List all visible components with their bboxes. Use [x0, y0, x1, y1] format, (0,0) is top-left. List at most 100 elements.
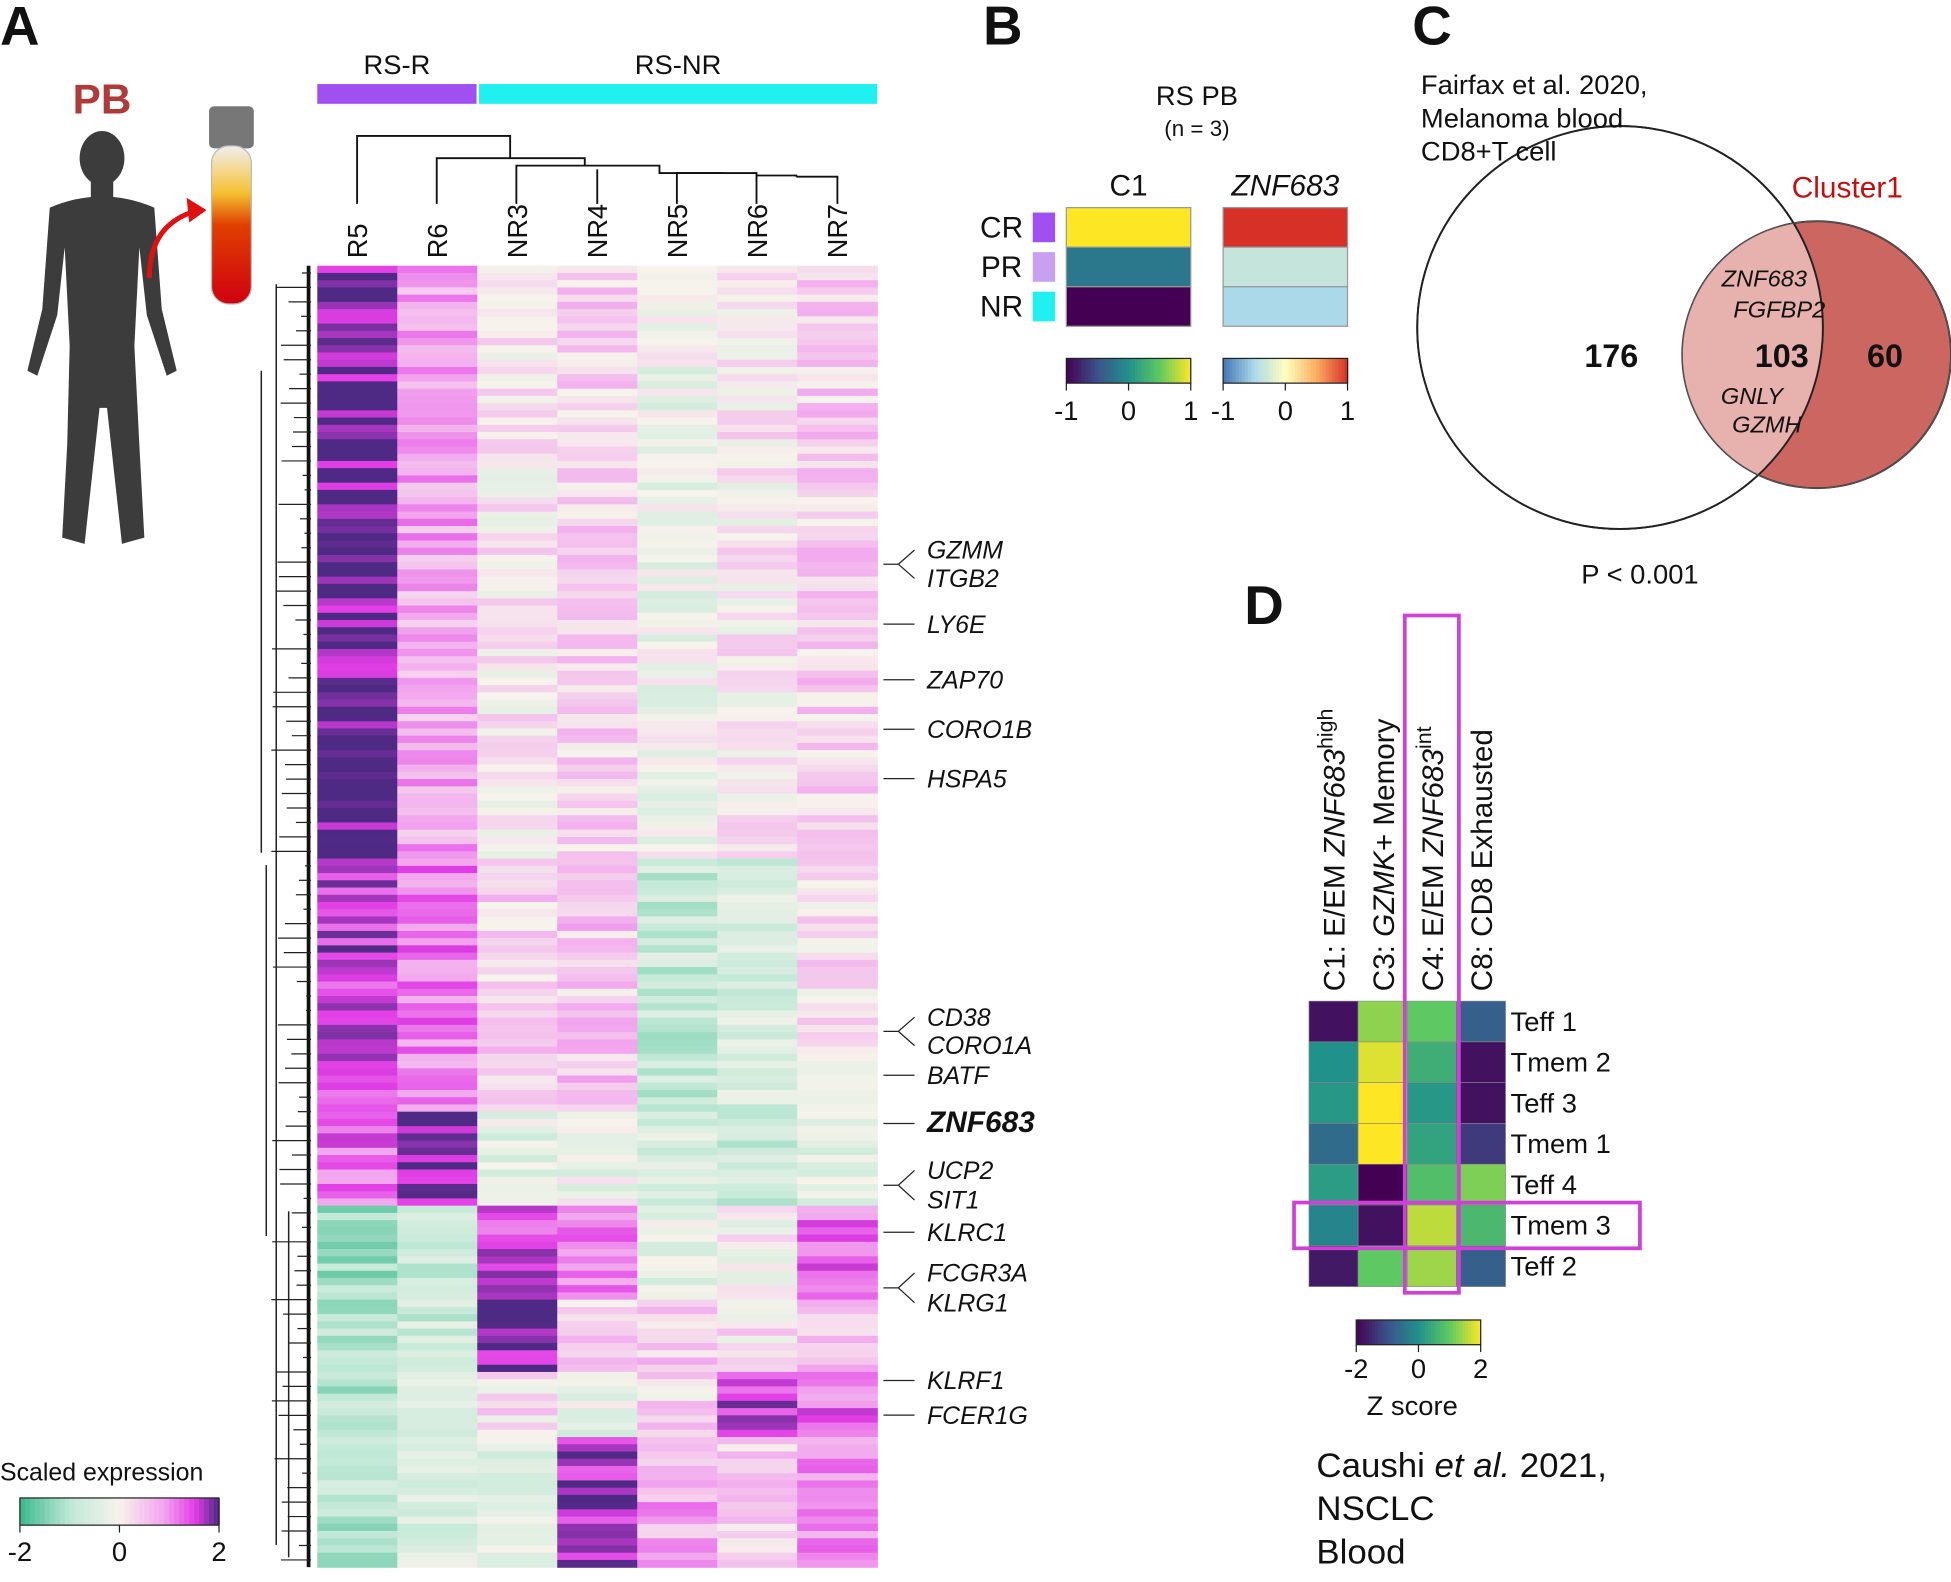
- heatmap-cell: [397, 554, 478, 563]
- heatmap-cell: [557, 366, 638, 375]
- colorbar-cell: [1269, 358, 1274, 384]
- heatmap-cell: [557, 699, 638, 708]
- heatmap-cell: [797, 771, 878, 780]
- heatmap-cell: [557, 1321, 638, 1330]
- heatmap-cell: [397, 1147, 478, 1156]
- heatmap-cell: [557, 800, 638, 809]
- heatmap-cell: [797, 923, 878, 932]
- heatmap-cell: [397, 685, 478, 693]
- heatmap-cell: [797, 1133, 878, 1142]
- heatmap-cell: [477, 453, 558, 462]
- heatmap-cell: [397, 1227, 478, 1236]
- colorbar-cell: [1266, 358, 1271, 384]
- heatmap-cell: [797, 1494, 878, 1503]
- heatmap-cell: [637, 468, 718, 477]
- colorbar-cell: [179, 1497, 185, 1526]
- heatmap-cell: [477, 793, 558, 802]
- heatmap-cell: [397, 1437, 478, 1445]
- heatmap-cell: [317, 388, 398, 397]
- heatmap-cell: [397, 583, 478, 592]
- heatmap-cell: [397, 424, 478, 433]
- heatmap-cell: [1456, 1041, 1506, 1083]
- heatmap-cell: [797, 1024, 878, 1033]
- gene-label: GNLY: [1721, 383, 1785, 409]
- heatmap-cell: [717, 1487, 798, 1496]
- heatmap-cell: [637, 1379, 718, 1388]
- colorbar-cell: [124, 1497, 131, 1526]
- colorbar-cell: [1232, 358, 1237, 384]
- heatmap-cell: [317, 1039, 398, 1048]
- heatmap-cell: [797, 504, 878, 513]
- heatmap-cell: [717, 1545, 798, 1554]
- heatmap-cell: [637, 1364, 718, 1373]
- heatmap-cell: [317, 692, 398, 701]
- heatmap-cell: [637, 576, 718, 585]
- heatmap-cell: [637, 1386, 718, 1395]
- heatmap-cell: [557, 605, 638, 614]
- colorbar-cell: [1181, 358, 1186, 384]
- colorbar-cell: [1175, 358, 1180, 384]
- heatmap-cell: [797, 446, 878, 455]
- heatmap-cell: [397, 1357, 478, 1366]
- heatmap-cell: [557, 1046, 638, 1055]
- heatmap-cell: [477, 576, 558, 585]
- row-label: Teff 1: [1511, 1006, 1577, 1037]
- heatmap-cell: [557, 432, 638, 440]
- heatmap-cell: [317, 1379, 398, 1388]
- heatmap-cell: [397, 793, 478, 802]
- row-color: [1032, 252, 1056, 282]
- heatmap-cell: [797, 692, 878, 701]
- heatmap-cell: [317, 995, 398, 1004]
- heatmap-cell: [637, 1328, 718, 1337]
- colorbar-cell: [1471, 1319, 1476, 1345]
- heatmap-cell: [717, 793, 798, 802]
- colorbar-cell: [1066, 358, 1071, 384]
- heatmap-cell: [557, 1538, 638, 1547]
- heatmap-cell: [397, 1053, 478, 1062]
- heatmap-cell: [317, 930, 398, 939]
- sample-label: R5: [342, 224, 373, 259]
- heatmap-cell: [557, 923, 638, 932]
- colorbar-cell: [99, 1497, 106, 1526]
- venn: [1416, 125, 1951, 530]
- heatmap-cell: [397, 1292, 478, 1301]
- heatmap-cell: [397, 1321, 478, 1330]
- heatmap-cell: [317, 1277, 398, 1286]
- heatmap-cell: [717, 1220, 798, 1228]
- heatmap-cell: [477, 764, 558, 773]
- heatmap-cell: [717, 1386, 798, 1395]
- heatmap-cell: [797, 742, 878, 751]
- heatmap-cell: [637, 1270, 718, 1279]
- heatmap-cell: [477, 1552, 558, 1561]
- heatmap-cell: [797, 359, 878, 368]
- heatmap-cell: [397, 526, 478, 534]
- heatmap-cell: [557, 1140, 638, 1149]
- heatmap-cell: [637, 1017, 718, 1026]
- heatmap-cell: [397, 460, 478, 469]
- heatmap-cell: [797, 894, 878, 903]
- sample-label: NR7: [822, 204, 853, 258]
- heatmap-cell: [717, 851, 798, 860]
- heatmap-cell: [477, 1082, 558, 1091]
- heatmap-cell: [797, 1545, 878, 1554]
- heatmap-cell: [317, 338, 398, 346]
- heatmap-cell: [477, 540, 558, 549]
- heatmap-cell: [797, 1473, 878, 1482]
- heatmap-cell: [637, 656, 718, 665]
- heatmap-cell: [717, 280, 798, 289]
- heatmap-cell: [397, 540, 478, 549]
- heatmap-cell: [477, 800, 558, 809]
- heatmap-cell: [797, 1089, 878, 1098]
- heatmap-cell: [637, 294, 718, 303]
- heatmap-cell: [557, 930, 638, 939]
- sample-label: NR5: [662, 204, 693, 258]
- heatmap-cell: [637, 1191, 718, 1200]
- colorbar-cell: [1081, 358, 1086, 384]
- heatmap-cell: [637, 1502, 718, 1510]
- heatmap-cell: [477, 735, 558, 744]
- heatmap-cell: [477, 1458, 558, 1467]
- heatmap-cell: [317, 1306, 398, 1315]
- heatmap-cell: [397, 1024, 478, 1033]
- colorbar-cell: [1131, 358, 1136, 384]
- heatmap-cell: [557, 1068, 638, 1077]
